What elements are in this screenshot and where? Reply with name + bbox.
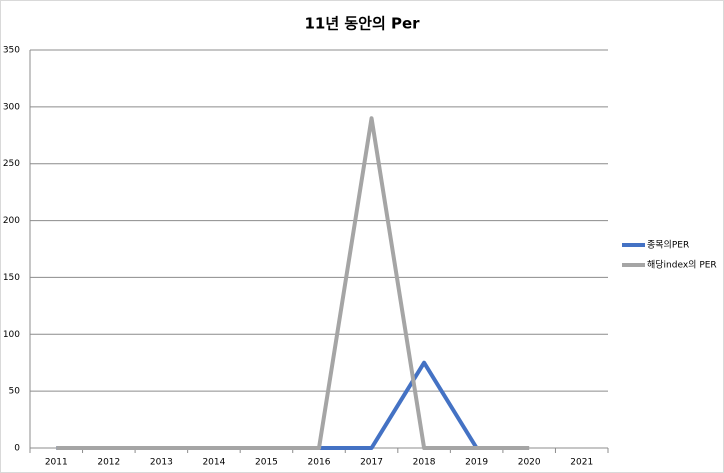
y-tick-label: 350 [3,46,20,56]
x-tick-label: 2018 [413,458,436,468]
x-tick-label: 2017 [360,458,383,468]
x-tick-label: 2016 [308,458,331,468]
x-tick-label: 2013 [150,458,173,468]
legend-label: 종목의PER [647,240,689,251]
x-tick-label: 2020 [518,458,541,468]
y-tick-label: 200 [3,216,20,226]
x-tick-label: 2021 [570,458,593,468]
legend-label: 해당index의 PER [647,260,717,271]
y-tick-label: 100 [3,330,20,340]
y-tick-label: 0 [14,444,20,454]
series-line [56,116,530,450]
x-tick-label: 2014 [202,458,225,468]
x-tick-label: 2019 [465,458,488,468]
x-tick-label: 2011 [45,458,68,468]
y-tick-label: 150 [3,273,20,283]
x-tick-label: 2015 [255,458,278,468]
y-tick-label: 50 [9,387,21,397]
chart-title: 11년 동안의 Per [304,15,420,33]
y-tick-label: 300 [3,102,20,112]
y-tick-label: 250 [3,159,20,169]
x-tick-label: 2012 [97,458,120,468]
